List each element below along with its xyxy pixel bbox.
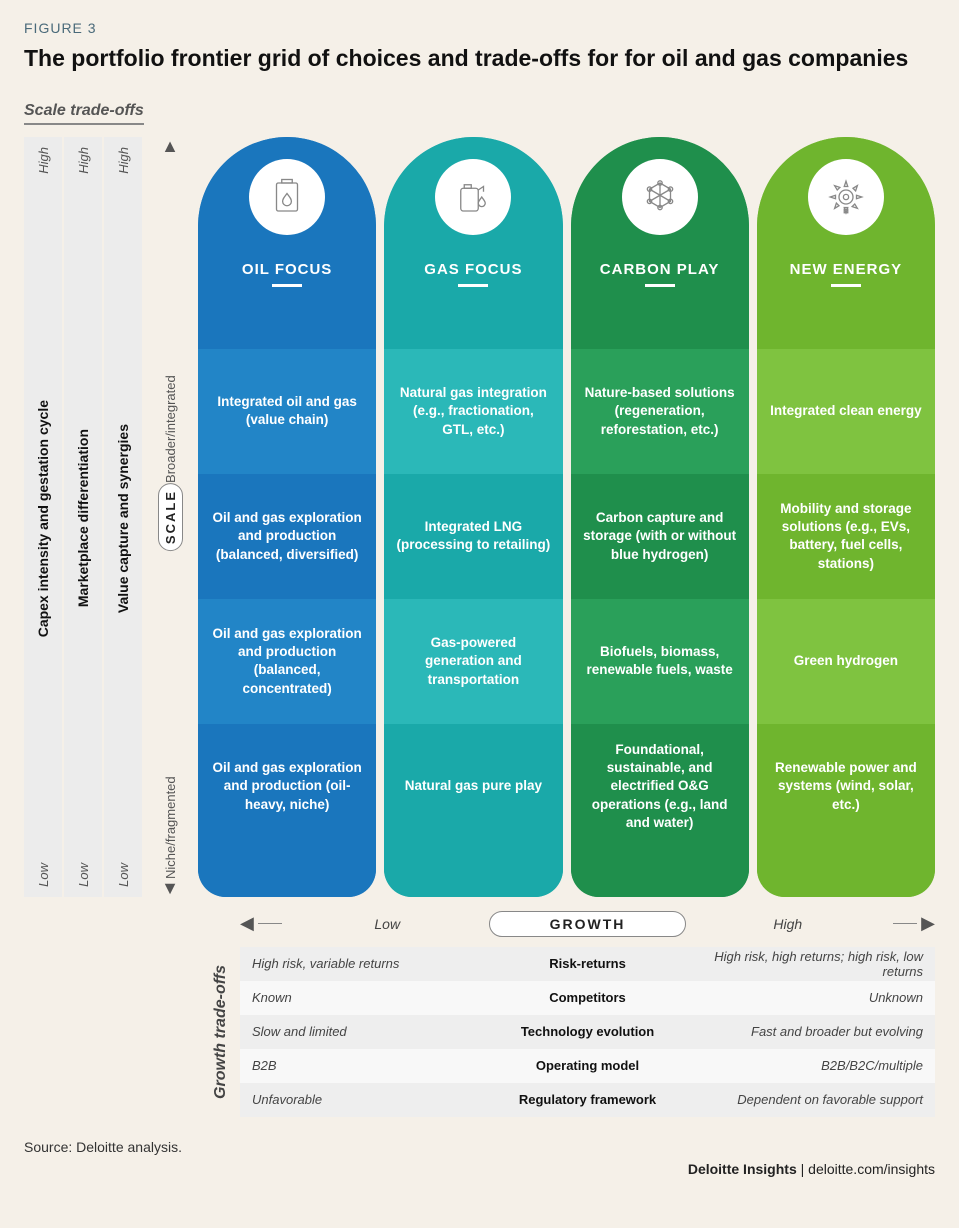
growth-axis-pill: GROWTH <box>489 911 687 937</box>
carbon-icon <box>622 159 698 235</box>
portfolio-cell: Natural gas integration (e.g., fractiona… <box>384 349 562 474</box>
portfolio-cell: Foundational, sustainable, and electrifi… <box>571 724 749 849</box>
scale-axis-top-label: Broader/integrated <box>163 155 178 483</box>
growth-row: High risk, variable returns Risk-returns… <box>240 947 935 981</box>
column-title: CARBON PLAY <box>600 261 720 278</box>
growth-dimension: Technology evolution <box>476 1024 700 1039</box>
footer-brand: Deloitte Insights <box>688 1161 797 1177</box>
portfolio-column: OIL FOCUS Integrated oil and gas (value … <box>198 137 376 897</box>
arrow-up-icon: ▲ <box>161 137 179 155</box>
growth-tradeoffs-table: High risk, variable returns Risk-returns… <box>240 947 935 1117</box>
growth-high-value: Dependent on favorable support <box>699 1092 935 1107</box>
figure-label: FIGURE 3 <box>24 20 935 36</box>
scale-axis-bottom-label: Niche/fragmented <box>163 551 178 879</box>
portfolio-cell: Oil and gas exploration and production (… <box>198 724 376 849</box>
growth-dimension: Regulatory framework <box>476 1092 700 1107</box>
scale-tradeoffs-heading: Scale trade-offs <box>24 102 144 125</box>
growth-high-value: Unknown <box>699 990 935 1005</box>
column-title: OIL FOCUS <box>242 261 332 278</box>
portfolio-cell: Mobility and storage solutions (e.g., EV… <box>757 474 935 599</box>
growth-row: Unfavorable Regulatory framework Depende… <box>240 1083 935 1117</box>
column-header: CARBON PLAY <box>571 137 749 349</box>
scale-axis: ▲ Broader/integrated SCALE Niche/fragmen… <box>148 137 192 897</box>
column-title: NEW ENERGY <box>790 261 903 278</box>
portfolio-cell: Integrated LNG (processing to retailing) <box>384 474 562 599</box>
growth-row: Known Competitors Unknown <box>240 981 935 1015</box>
portfolio-column: NEW ENERGY Integrated clean energyMobili… <box>757 137 935 897</box>
bar-high-label: High <box>36 147 51 174</box>
growth-axis: ◀ Low GROWTH High ▶ <box>240 911 935 937</box>
portfolio-column: GAS FOCUS Natural gas integration (e.g.,… <box>384 137 562 897</box>
scale-tradeoff-bar: High Value capture and synergies Low <box>104 137 142 897</box>
growth-low-value: Unfavorable <box>240 1092 476 1107</box>
scale-tradeoff-bar: High Capex intensity and gestation cycle… <box>24 137 62 897</box>
arrow-left-icon: ◀ <box>240 913 254 934</box>
portfolio-cell: Biofuels, biomass, renewable fuels, wast… <box>571 599 749 724</box>
portfolio-columns: OIL FOCUS Integrated oil and gas (value … <box>198 137 935 897</box>
growth-low-value: B2B <box>240 1058 476 1073</box>
source-line: Source: Deloitte analysis. <box>24 1139 935 1155</box>
portfolio-cell: Oil and gas exploration and production (… <box>198 474 376 599</box>
portfolio-cell: Carbon capture and storage (with or with… <box>571 474 749 599</box>
growth-row: Slow and limited Technology evolution Fa… <box>240 1015 935 1049</box>
arrow-right-icon: ▶ <box>921 913 935 934</box>
portfolio-cell: Nature-based solutions (regeneration, re… <box>571 349 749 474</box>
portfolio-cell: Integrated oil and gas (value chain) <box>198 349 376 474</box>
growth-dimension: Competitors <box>476 990 700 1005</box>
column-title: GAS FOCUS <box>424 261 522 278</box>
bar-low-label: Low <box>116 863 131 887</box>
portfolio-cell: Green hydrogen <box>757 599 935 724</box>
column-header: NEW ENERGY <box>757 137 935 349</box>
scale-tradeoff-bar: High Marketplace differentiation Low <box>64 137 102 897</box>
bar-high-label: High <box>116 147 131 174</box>
bar-label: Capex intensity and gestation cycle <box>35 400 51 637</box>
energy-icon <box>808 159 884 235</box>
page-title: The portfolio frontier grid of choices a… <box>24 44 935 74</box>
growth-low-value: High risk, variable returns <box>240 956 476 971</box>
portfolio-cell: Natural gas pure play <box>384 724 562 849</box>
growth-high-value: B2B/B2C/multiple <box>699 1058 935 1073</box>
growth-high-value: High risk, high returns; high risk, low … <box>699 949 935 979</box>
growth-axis-high: High <box>686 916 889 932</box>
footer: Deloitte Insights | deloitte.com/insight… <box>24 1161 935 1177</box>
oil-icon <box>249 159 325 235</box>
portfolio-cell: Oil and gas exploration and production (… <box>198 599 376 724</box>
column-header: GAS FOCUS <box>384 137 562 349</box>
bar-low-label: Low <box>36 863 51 887</box>
growth-axis-low: Low <box>286 916 489 932</box>
bar-low-label: Low <box>76 863 91 887</box>
growth-dimension: Operating model <box>476 1058 700 1073</box>
bar-label: Value capture and synergies <box>115 424 131 613</box>
bar-high-label: High <box>76 147 91 174</box>
growth-low-value: Known <box>240 990 476 1005</box>
arrow-down-icon: ▼ <box>161 879 179 897</box>
portfolio-cell: Renewable power and systems (wind, solar… <box>757 724 935 849</box>
portfolio-column: CARBON PLAY Nature-based solutions (rege… <box>571 137 749 897</box>
portfolio-cell: Integrated clean energy <box>757 349 935 474</box>
growth-dimension: Risk-returns <box>476 956 700 971</box>
portfolio-cell: Gas-powered generation and transportatio… <box>384 599 562 724</box>
scale-axis-pill: SCALE <box>158 483 183 551</box>
growth-high-value: Fast and broader but evolving <box>699 1024 935 1039</box>
bar-label: Marketplace differentiation <box>75 429 91 607</box>
gas-icon <box>435 159 511 235</box>
column-header: OIL FOCUS <box>198 137 376 349</box>
growth-row: B2B Operating model B2B/B2C/multiple <box>240 1049 935 1083</box>
scale-tradeoff-bars: High Capex intensity and gestation cycle… <box>24 137 142 897</box>
growth-low-value: Slow and limited <box>240 1024 476 1039</box>
footer-url: deloitte.com/insights <box>808 1161 935 1177</box>
growth-tradeoffs-heading: Growth trade-offs <box>202 947 240 1117</box>
